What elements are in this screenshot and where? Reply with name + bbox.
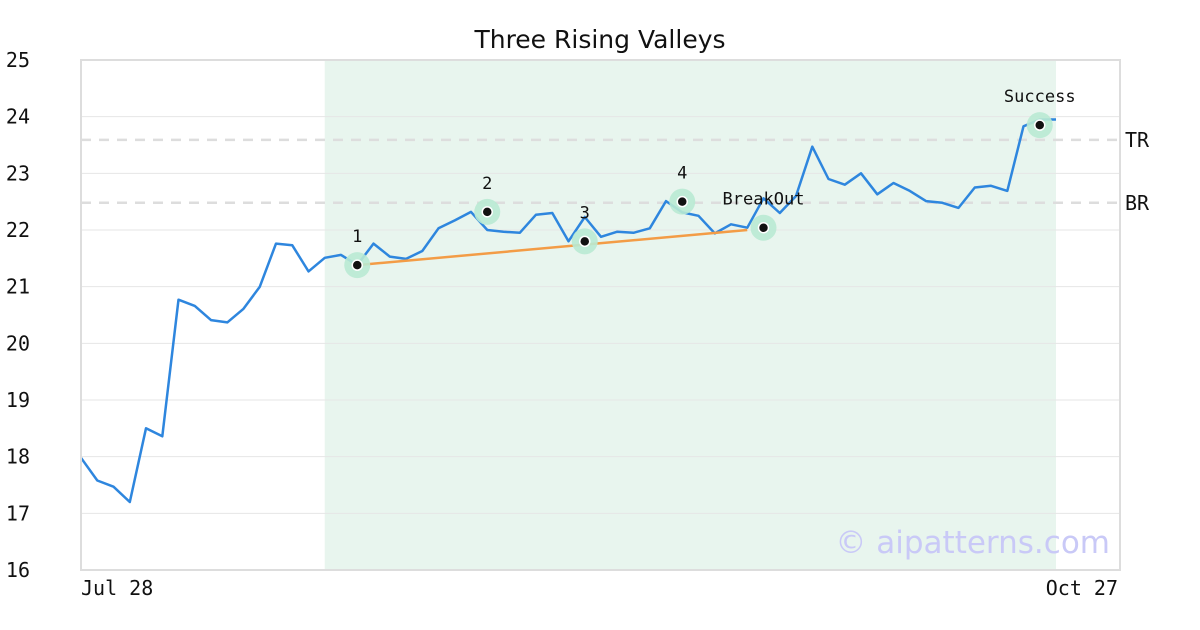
- marker-dot-4: [676, 195, 688, 208]
- x-tick-label: Oct 27: [1046, 576, 1118, 600]
- marker-dot-2: [481, 206, 493, 218]
- series-layer: [79, 118, 1056, 504]
- marker-dot-success: [1034, 119, 1046, 131]
- y-tick-label: 20: [6, 331, 30, 355]
- highlight-band: [324, 60, 1056, 570]
- annotation-label-2: 2: [482, 174, 492, 194]
- reference-label-tr: TR: [1125, 128, 1150, 152]
- chart-title: Three Rising Valleys: [473, 25, 725, 54]
- y-tick-label: 21: [6, 275, 30, 299]
- highlight-layer: [324, 60, 1056, 570]
- plot-frame: [80, 59, 1121, 571]
- y-tick-label: 23: [6, 161, 30, 185]
- annotation-label-success: Success: [1004, 87, 1076, 107]
- annotation-label-1: 1: [352, 227, 362, 247]
- marker-dot-1: [351, 259, 363, 271]
- trendline: [357, 228, 748, 267]
- x-tick-label: Jul 28: [81, 576, 153, 600]
- watermark: © aipatterns.com: [835, 525, 1110, 561]
- price-line: [79, 118, 1056, 504]
- annotation-markers: 1 2 3 4 BreakOut Success: [344, 87, 1076, 279]
- y-tick-label: 19: [6, 388, 30, 412]
- y-tick-label: 22: [6, 218, 30, 242]
- y-tick-label: 25: [6, 48, 30, 72]
- annotation-label-breakout: BreakOut: [723, 190, 805, 210]
- y-tick-label: 16: [6, 558, 30, 582]
- marker-dot-3: [579, 235, 591, 248]
- reference-label-br: BR: [1125, 191, 1150, 215]
- annotation-label-4: 4: [677, 164, 687, 184]
- y-tick-label: 18: [6, 445, 30, 469]
- reference-lines: TR BR: [81, 128, 1150, 215]
- annotation-label-3: 3: [580, 203, 590, 223]
- y-tick-label: 17: [6, 501, 30, 525]
- y-tick-label: 24: [6, 105, 30, 129]
- marker-dot-breakout: [757, 221, 770, 234]
